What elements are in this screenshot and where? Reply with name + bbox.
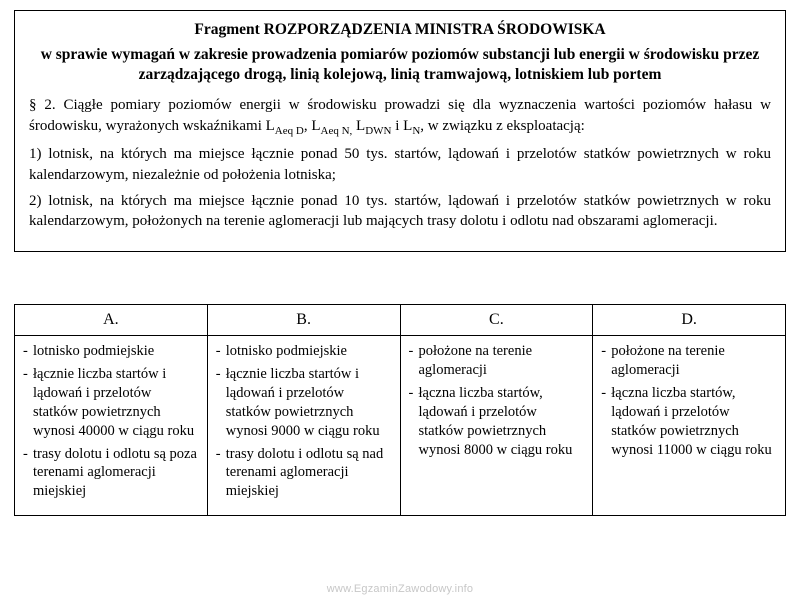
watermark-text: www.EgzaminZawodowy.info bbox=[0, 583, 800, 595]
indicator-2-sub: Aeq N, bbox=[321, 125, 353, 137]
option-b-list: lotnisko podmiejskie łącznie liczba star… bbox=[216, 342, 392, 501]
indicator-1-main: L bbox=[266, 118, 275, 134]
option-cell-a: lotnisko podmiejskie łącznie liczba star… bbox=[15, 336, 208, 516]
sep-3: i bbox=[391, 118, 403, 134]
option-c-list: położone na terenie aglomeracji łączna l… bbox=[409, 342, 585, 459]
indicator-4-main: L bbox=[403, 118, 412, 134]
table-header-row: A. B. C. D. bbox=[15, 305, 786, 336]
option-cell-c: położone na terenie aglomeracji łączna l… bbox=[400, 336, 593, 516]
paragraph-2-item-2: 2) lotnisk, na których ma miejsce łączni… bbox=[29, 191, 771, 232]
option-header-c: C. bbox=[400, 305, 593, 336]
option-a-list: lotnisko podmiejskie łącznie liczba star… bbox=[23, 342, 199, 501]
list-item: łączna liczba startów, lądowań i przelot… bbox=[409, 384, 585, 459]
indicator-2-main: L bbox=[311, 118, 320, 134]
indicator-1-sub: Aeq D bbox=[275, 125, 304, 137]
paragraph-2-intro: § 2. Ciągłe pomiary poziomów energii w ś… bbox=[29, 95, 771, 138]
list-item: łącznie liczba startów i lądowań i przel… bbox=[216, 365, 392, 440]
list-item: łącznie liczba startów i lądowań i przel… bbox=[23, 365, 199, 440]
list-item: trasy dolotu i odlotu są poza terenami a… bbox=[23, 445, 199, 502]
regulation-excerpt-box: Fragment ROZPORZĄDZENIA MINISTRA ŚRODOWI… bbox=[14, 10, 786, 252]
answer-options-table: A. B. C. D. lotnisko podmiejskie łącznie… bbox=[14, 304, 786, 516]
option-cell-d: położone na terenie aglomeracji łączna l… bbox=[593, 336, 786, 516]
regulation-title-line1: Fragment ROZPORZĄDZENIA MINISTRA ŚRODOWI… bbox=[29, 21, 771, 39]
option-cell-b: lotnisko podmiejskie łącznie liczba star… bbox=[207, 336, 400, 516]
para-tail-text: , w związku z eksploatacją: bbox=[420, 118, 585, 134]
list-item: położone na terenie aglomeracji bbox=[409, 342, 585, 380]
option-header-d: D. bbox=[593, 305, 786, 336]
option-header-a: A. bbox=[15, 305, 208, 336]
indicator-3-sub: DWN bbox=[365, 125, 391, 137]
regulation-title-line2: w sprawie wymagań w zakresie prowadzenia… bbox=[29, 45, 771, 85]
paragraph-2-item-1: 1) lotnisk, na których ma miejsce łączni… bbox=[29, 144, 771, 185]
option-d-list: położone na terenie aglomeracji łączna l… bbox=[601, 342, 777, 459]
list-item: trasy dolotu i odlotu są nad terenami ag… bbox=[216, 445, 392, 502]
list-item: położone na terenie aglomeracji bbox=[601, 342, 777, 380]
option-header-b: B. bbox=[207, 305, 400, 336]
list-item: lotnisko podmiejskie bbox=[216, 342, 392, 361]
table-row: lotnisko podmiejskie łącznie liczba star… bbox=[15, 336, 786, 516]
list-item: lotnisko podmiejskie bbox=[23, 342, 199, 361]
indicator-3-main: L bbox=[356, 118, 365, 134]
list-item: łączna liczba startów, lądowań i przelot… bbox=[601, 384, 777, 459]
